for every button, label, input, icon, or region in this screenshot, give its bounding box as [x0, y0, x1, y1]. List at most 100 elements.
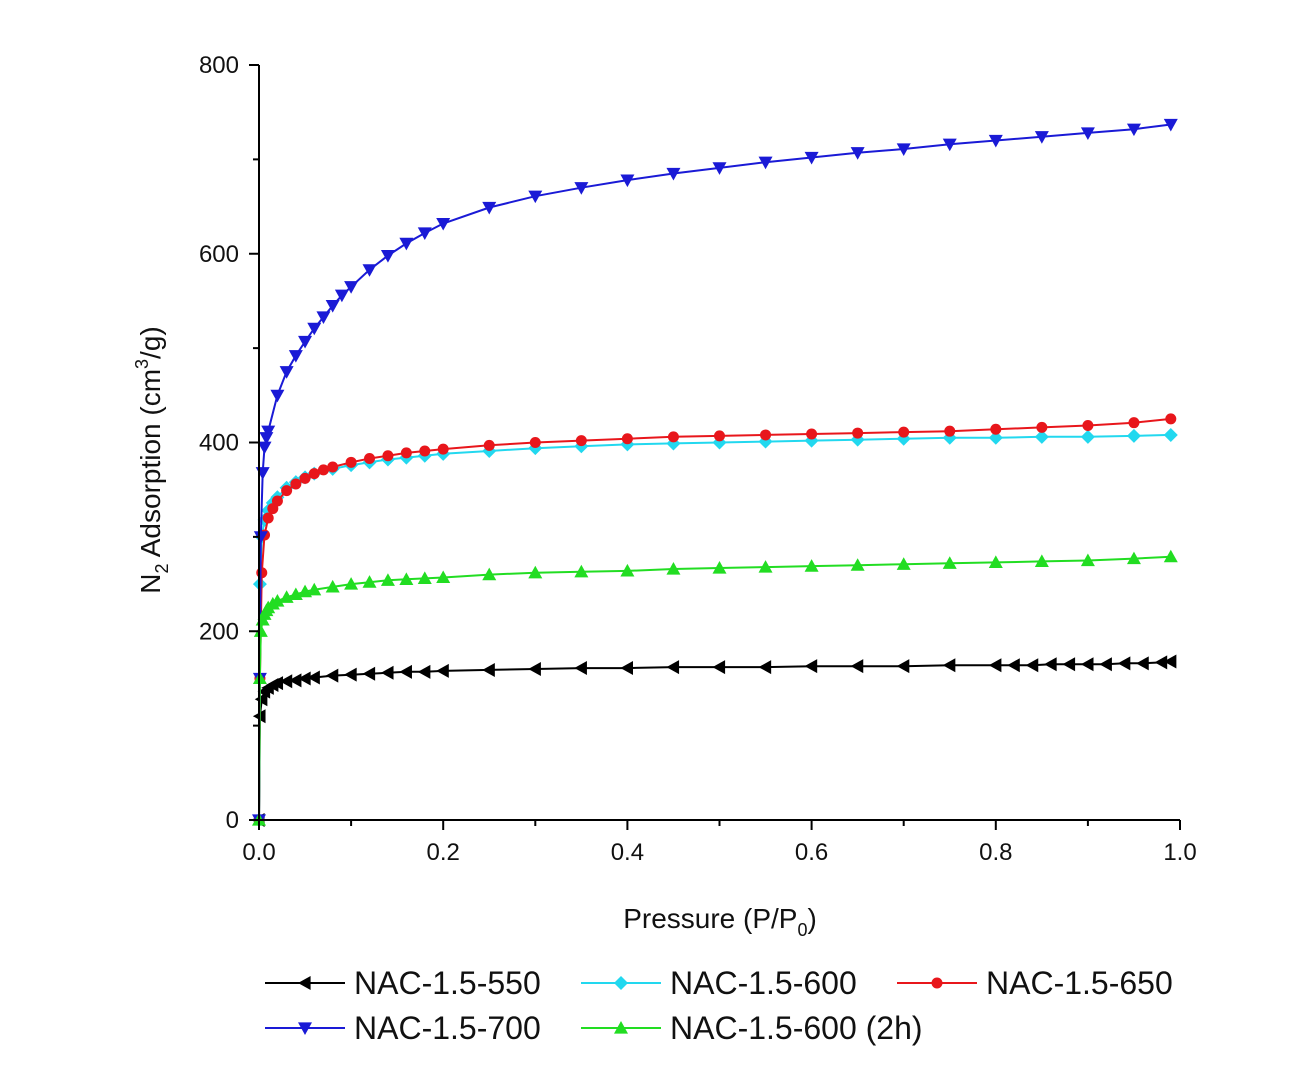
data-point: [417, 227, 432, 240]
data-point: [1025, 658, 1039, 673]
data-point: [417, 571, 432, 584]
data-point: [944, 425, 956, 437]
data-point: [270, 676, 284, 691]
data-point: [380, 573, 395, 586]
data-point: [255, 467, 270, 480]
data-point: [574, 661, 587, 676]
data-point: [307, 670, 320, 685]
data-point: [1128, 417, 1140, 429]
data-point: [1062, 657, 1076, 672]
data-point: [1044, 657, 1057, 672]
data-point: [364, 453, 376, 465]
data-point: [399, 572, 414, 585]
data-point: [1163, 549, 1178, 563]
data-point: [1126, 428, 1141, 443]
data-point: [437, 443, 449, 455]
data-point: [256, 567, 268, 579]
x-tick-label: 0.0: [242, 839, 275, 866]
data-point: [259, 432, 274, 445]
legend-label: NAC-1.5-600 (2h): [670, 1010, 923, 1046]
data-point: [760, 429, 772, 441]
data-point: [942, 658, 956, 673]
y-tick-label: 600: [199, 241, 239, 268]
data-point: [316, 311, 331, 324]
data-point: [988, 134, 1003, 148]
legend-label: NAC-1.5-600: [670, 965, 857, 1001]
data-point: [288, 673, 302, 688]
data-point: [271, 495, 283, 507]
data-point: [399, 237, 414, 251]
data-point: [1126, 123, 1141, 137]
x-axis-title: Pressure (P/P0): [623, 903, 817, 940]
data-point: [270, 594, 285, 607]
data-point: [436, 217, 451, 231]
data-point: [279, 674, 293, 689]
legend-label: NAC-1.5-550: [354, 965, 541, 1001]
data-point: [262, 512, 274, 524]
data-point: [990, 423, 1002, 435]
legend-marker: [614, 1021, 628, 1034]
x-tick-label: 1.0: [1163, 839, 1196, 866]
x-tick-label: 0.4: [611, 839, 644, 866]
data-point: [666, 561, 681, 575]
data-point: [298, 671, 311, 686]
data-point: [482, 567, 497, 581]
data-point: [253, 531, 268, 544]
data-point: [712, 162, 727, 175]
data-point: [254, 692, 268, 707]
data-point: [758, 560, 773, 573]
legend-item: NAC-1.5-650: [897, 965, 1173, 1001]
data-point: [345, 456, 357, 468]
data-point: [1034, 131, 1049, 144]
data-point: [852, 427, 864, 439]
data-point: [758, 660, 772, 675]
x-tick-label: 0.6: [795, 839, 828, 866]
data-point: [850, 659, 864, 674]
data-point: [1080, 127, 1095, 140]
data-point: [270, 389, 285, 403]
data-point: [1034, 429, 1049, 444]
data-point: [307, 322, 322, 336]
data-point: [308, 468, 320, 480]
y-axis-title-subscript: 2: [152, 563, 172, 573]
legend-label: NAC-1.5-650: [986, 965, 1173, 1001]
data-point: [850, 558, 865, 571]
data-point: [898, 426, 910, 438]
data-point: [574, 182, 589, 195]
data-point: [942, 556, 957, 569]
data-point: [666, 167, 681, 181]
series-line: [258, 417, 1171, 821]
data-point: [1080, 657, 1094, 672]
series-2: [253, 413, 1177, 826]
y-tick-label: 400: [199, 430, 239, 457]
data-point: [279, 366, 294, 379]
data-point: [298, 335, 313, 349]
series-3: [252, 118, 1178, 827]
data-point: [620, 563, 635, 577]
data-point: [1163, 118, 1178, 132]
data-point: [482, 201, 497, 215]
data-point: [988, 658, 1002, 673]
data-point: [482, 662, 495, 677]
data-point: [528, 565, 543, 579]
data-point: [380, 665, 394, 680]
series-layer: [252, 118, 1178, 827]
data-point: [1034, 554, 1049, 568]
data-point: [529, 437, 541, 448]
data-point: [574, 564, 589, 578]
x-tick-label: 0.2: [427, 839, 460, 866]
y-axis-title-superscript: 3: [132, 359, 152, 369]
data-point: [1163, 654, 1177, 669]
data-point: [362, 666, 376, 681]
data-point: [299, 472, 311, 484]
series-line: [258, 433, 1171, 821]
data-point: [362, 575, 377, 588]
data-point: [380, 250, 395, 263]
data-point: [1117, 656, 1131, 671]
data-point: [483, 439, 495, 451]
data-point: [620, 174, 635, 188]
series-4: [252, 549, 1178, 826]
data-point: [621, 433, 633, 445]
data-point: [896, 659, 910, 674]
